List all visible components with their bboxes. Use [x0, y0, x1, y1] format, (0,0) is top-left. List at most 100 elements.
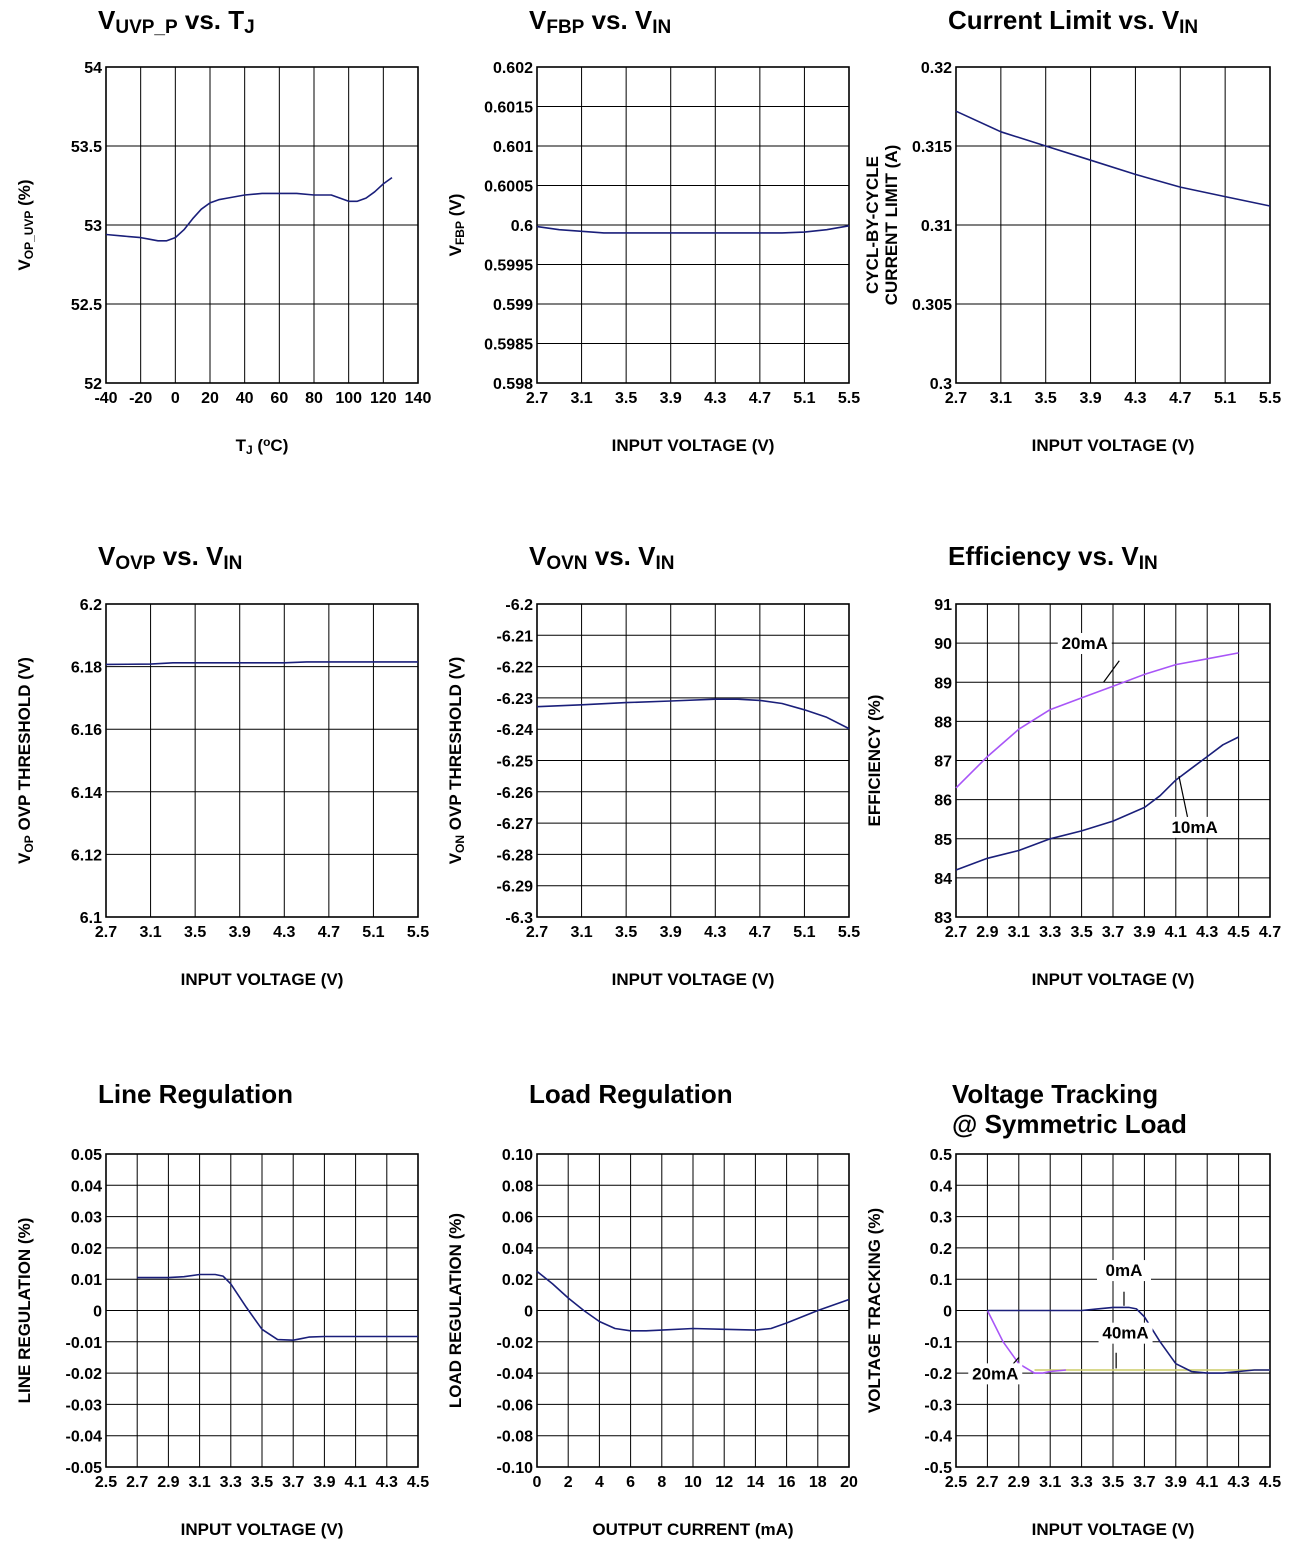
- y-tick-label: 0.5985: [484, 337, 533, 354]
- annotation-background: [1098, 1322, 1153, 1344]
- y-axis-label-part: V: [15, 259, 34, 271]
- y-tick-label: 0.32: [921, 60, 952, 77]
- x-tick-label: 4.5: [1227, 924, 1249, 941]
- chart-title-part: Line Regulation: [98, 1079, 293, 1109]
- y-tick-label: -6.23: [497, 691, 534, 708]
- y-tick-label: 88: [934, 714, 952, 731]
- x-tick-label: 3.9: [1079, 390, 1101, 407]
- x-tick-label: 8: [657, 1474, 666, 1491]
- x-tick-label: 5.5: [407, 924, 429, 941]
- chart-title-part: OVP: [115, 553, 155, 574]
- x-tick-label: -40: [94, 390, 117, 407]
- annotation-leader: [1178, 776, 1189, 822]
- y-tick-label: 6.14: [71, 785, 102, 802]
- y-axis-label-part: V: [446, 852, 465, 864]
- plot-frame: [105, 66, 419, 384]
- x-tick-label: 3.9: [1165, 1474, 1187, 1491]
- y-tick-label: -6.24: [497, 722, 534, 739]
- y-tick-label: 0.01: [71, 1272, 102, 1289]
- x-tick-label: 3.5: [184, 924, 206, 941]
- chart-title: Current Limit vs. VIN: [948, 5, 1198, 38]
- chart-title-part: Current Limit vs. V: [948, 5, 1180, 35]
- chart-title-part: IN: [652, 17, 671, 38]
- x-tick-label: -20: [129, 390, 152, 407]
- y-tick-label: 0.4: [930, 1178, 952, 1195]
- y-axis-label: VOLTAGE TRACKING (%): [865, 1208, 884, 1413]
- y-tick-label: 0.599: [493, 297, 533, 314]
- y-tick-label: -0.01: [66, 1335, 103, 1352]
- x-tick-label: 3.1: [188, 1474, 210, 1491]
- chart-9: Voltage Tracking@ Symmetric Load 2.5 2.7 2.…: [865, 1079, 1281, 1539]
- x-axis-label-part: INPUT VOLTAGE (V): [612, 970, 775, 989]
- y-axis-label-part: LINE REGULATION (%): [15, 1218, 34, 1404]
- chart-title-part: vs. V: [588, 541, 657, 571]
- x-tick-label: 20: [201, 390, 219, 407]
- y-axis-label-part: LOAD REGULATION (%): [446, 1213, 465, 1408]
- x-tick-label: 4.7: [749, 390, 771, 407]
- y-tick-label: 6.2: [80, 597, 102, 614]
- y-tick-label: 91: [934, 597, 952, 614]
- plot-frame: [536, 1153, 850, 1468]
- annotation-background: [1057, 632, 1112, 654]
- y-tick-label: -0.10: [497, 1460, 534, 1477]
- y-tick-label: 0.598: [493, 376, 533, 393]
- y-tick-label: -6.21: [497, 628, 534, 645]
- x-tick-label: 4: [595, 1474, 604, 1491]
- y-axis-label-part: V: [446, 244, 465, 256]
- y-tick-label: 0: [524, 1304, 533, 1321]
- y-axis-label-line: CYCL-BY-CYCLE: [863, 156, 882, 294]
- series-line-1: [536, 698, 850, 730]
- x-tick-label: 4.7: [749, 924, 771, 941]
- chart-title-part: vs. V: [155, 541, 224, 571]
- x-tick-label: 3.5: [251, 1474, 273, 1491]
- x-tick-label: 3.9: [660, 924, 682, 941]
- x-tick-label: 2.7: [126, 1474, 148, 1491]
- plot-frame: [536, 66, 850, 384]
- y-axis-label-part: ON: [453, 835, 467, 853]
- series-line-1: [105, 661, 418, 666]
- x-tick-label: 5.1: [362, 924, 384, 941]
- y-tick-label: 85: [934, 832, 952, 849]
- x-axis-label: INPUT VOLTAGE (V): [1032, 1520, 1195, 1539]
- plot-frame: [955, 66, 1271, 384]
- x-tick-label: 4.5: [407, 1474, 429, 1491]
- chart-title-line: Voltage Tracking: [952, 1079, 1158, 1109]
- y-tick-label: 0.02: [71, 1241, 102, 1258]
- x-tick-label: 20: [840, 1474, 858, 1491]
- y-tick-label: -6.2: [505, 597, 533, 614]
- y-axis-label-part: (%): [15, 179, 34, 210]
- x-tick-label: 4.1: [344, 1474, 366, 1491]
- y-tick-label: 0.04: [502, 1241, 533, 1258]
- x-tick-label: 2.7: [95, 924, 117, 941]
- y-axis-label-part: (V): [446, 194, 465, 221]
- series-line-1: [536, 225, 850, 234]
- y-tick-label: 0.03: [71, 1210, 102, 1227]
- x-tick-label: 3.1: [139, 924, 161, 941]
- x-tick-label: 3.5: [1035, 390, 1057, 407]
- y-axis-label: LOAD REGULATION (%): [446, 1213, 465, 1408]
- series-line-2: [955, 652, 1239, 789]
- annotation-label: 20mA: [972, 1364, 1018, 1383]
- y-tick-label: 6.12: [71, 847, 102, 864]
- x-tick-label: 0: [171, 390, 180, 407]
- y-tick-label: 86: [934, 793, 952, 810]
- x-tick-label: 4.7: [318, 924, 340, 941]
- x-axis-label: OUTPUT CURRENT (mA): [592, 1520, 793, 1539]
- series-line-1: [105, 176, 393, 242]
- y-axis-label-part: OP_UVP: [22, 211, 36, 260]
- y-tick-label: 52.5: [71, 297, 102, 314]
- y-tick-label: 0.305: [912, 297, 952, 314]
- x-tick-label: 3.1: [570, 924, 592, 941]
- y-axis-label: VOP_UVP (%): [15, 179, 36, 270]
- annotation-leader: [1103, 660, 1120, 683]
- plot-frame: [105, 1153, 419, 1468]
- x-axis-label-part: INPUT VOLTAGE (V): [181, 1520, 344, 1539]
- y-axis-label: VON OVP THRESHOLD (V): [446, 657, 467, 865]
- x-tick-label: 4.3: [1196, 924, 1218, 941]
- chart-6: Efficiency vs. VIN 2.7 2.9 3.1 3.3 3.5 3.7 3.9 4…: [865, 541, 1281, 989]
- y-tick-label: 53: [84, 218, 102, 235]
- y-tick-label: 0.05: [71, 1147, 102, 1164]
- annotation-background: [1096, 1260, 1151, 1282]
- x-tick-label: 14: [747, 1474, 765, 1491]
